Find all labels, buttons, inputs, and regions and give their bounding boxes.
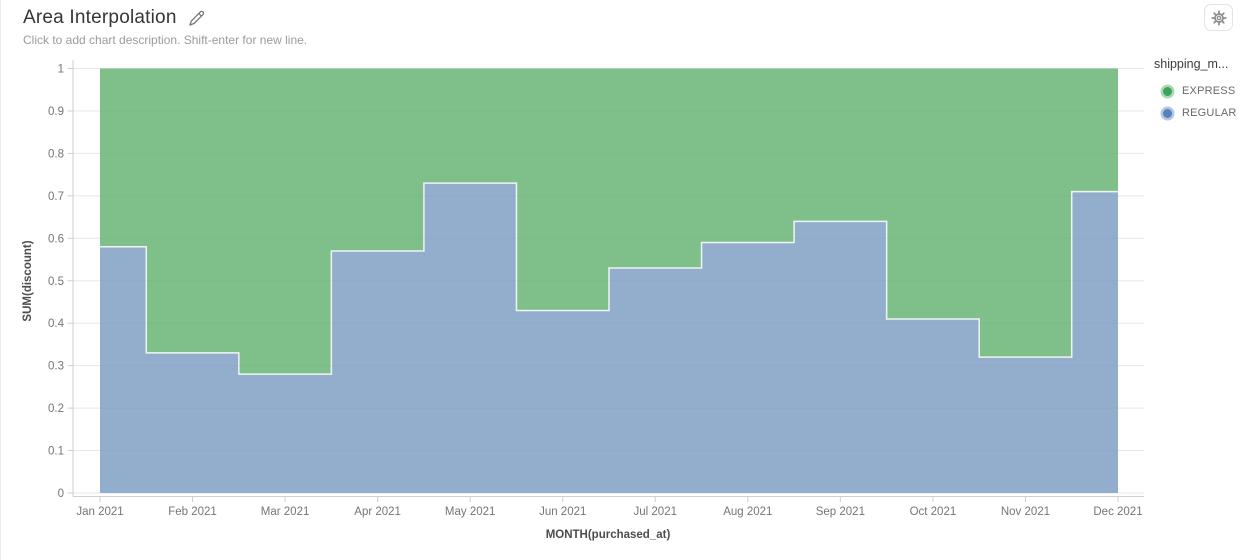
legend-item-label: REGULAR — [1182, 107, 1237, 119]
y-tick-label: 0.3 — [48, 361, 64, 373]
y-tick-label: 0.5 — [48, 276, 64, 288]
area-regular[interactable] — [100, 183, 1118, 494]
edit-title-button[interactable] — [188, 10, 204, 26]
x-tick-label: Mar 2021 — [261, 506, 310, 518]
x-tick-label: Apr 2021 — [354, 506, 401, 518]
legend-item-express[interactable]: EXPRESS — [1154, 80, 1242, 102]
gear-icon — [1210, 9, 1227, 26]
y-axis-title: SUM(discount) — [22, 240, 34, 321]
pencil-icon — [188, 10, 204, 26]
y-tick-label: 0 — [58, 488, 64, 500]
chart-description-placeholder[interactable]: Click to add chart description. Shift-en… — [23, 33, 308, 47]
y-tick-label: 0.6 — [48, 233, 64, 245]
y-tick-label: 1 — [58, 64, 64, 76]
x-tick-label: Feb 2021 — [168, 506, 217, 518]
x-axis-title: MONTH(purchased_at) — [546, 529, 671, 541]
axes: 0 0.1 0.2 0.3 0.4 0.5 0.6 0.7 0.8 0.9 1 Jan 2021 Feb… — [48, 60, 1144, 518]
legend-title: shipping_m... — [1154, 57, 1229, 71]
x-tick-label: Jun 2021 — [539, 506, 586, 518]
area-series — [100, 68, 1118, 494]
settings-button[interactable] — [1204, 4, 1233, 31]
y-tick-label: 0.2 — [48, 403, 64, 415]
x-tick-label: Jan 2021 — [76, 506, 123, 518]
express-swatch-icon — [1163, 86, 1172, 96]
x-tick-label: Dec 2021 — [1093, 506, 1142, 518]
x-tick-label: Sep 2021 — [816, 506, 865, 518]
legend-item-regular[interactable]: REGULAR — [1154, 102, 1242, 124]
y-tick-label: 0.4 — [48, 318, 65, 330]
x-tick-label: Nov 2021 — [1001, 506, 1050, 518]
x-tick-label: Jul 2021 — [634, 506, 677, 518]
legend: shipping_m... EXPRESS REGULAR — [1154, 57, 1242, 124]
y-tick-label: 0.1 — [48, 446, 64, 458]
y-tick-label: 0.7 — [48, 191, 64, 203]
legend-item-label: EXPRESS — [1182, 85, 1236, 97]
x-tick-label: May 2021 — [445, 506, 496, 518]
x-tick-label: Oct 2021 — [910, 506, 957, 518]
x-tick-label: Aug 2021 — [723, 506, 772, 518]
chart-header: Area Interpolation Click to add chart de… — [23, 7, 307, 47]
regular-swatch-icon — [1163, 108, 1172, 118]
y-tick-label: 0.8 — [48, 148, 64, 160]
series-boundary-line — [100, 182, 1118, 375]
y-tick-label: 0.9 — [48, 106, 64, 118]
chart-title[interactable]: Area Interpolation — [23, 7, 177, 28]
